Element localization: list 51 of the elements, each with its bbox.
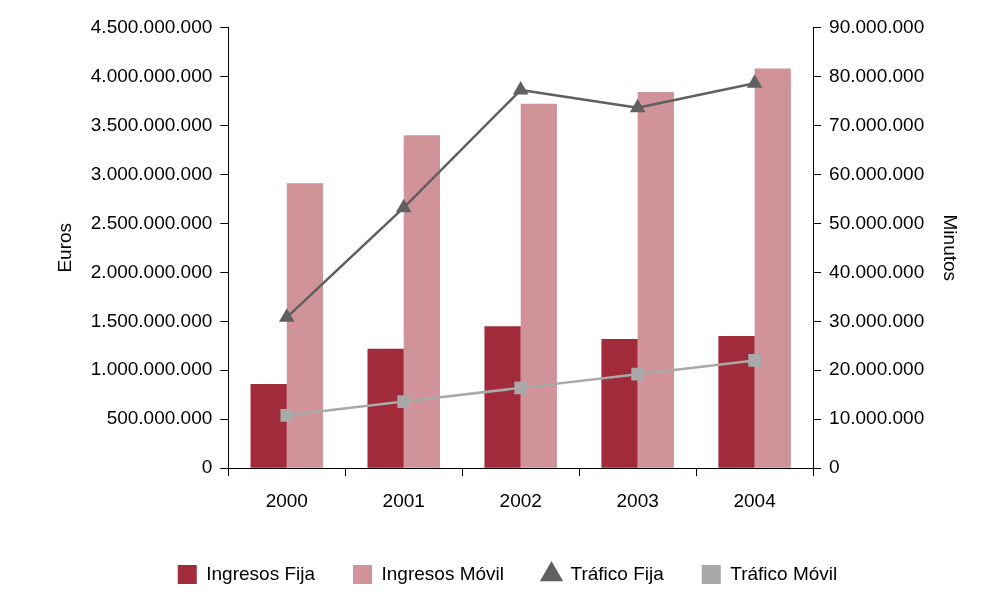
bar bbox=[754, 68, 791, 468]
legend-label: Ingresos Móvil bbox=[381, 562, 505, 584]
bar bbox=[601, 338, 638, 468]
y2-tick-label: 0 bbox=[829, 456, 840, 478]
y2-axis-title: Minutos bbox=[940, 214, 962, 282]
x-tick-label: 2004 bbox=[733, 489, 777, 511]
point bbox=[631, 367, 645, 381]
point bbox=[629, 98, 646, 113]
bar bbox=[637, 92, 674, 468]
point bbox=[746, 74, 763, 88]
bar bbox=[367, 348, 404, 468]
point bbox=[514, 381, 528, 395]
y-tick-label: 500.000.000 bbox=[106, 407, 213, 429]
bar bbox=[520, 103, 557, 468]
point bbox=[512, 81, 529, 95]
point bbox=[280, 408, 294, 422]
bar bbox=[250, 383, 287, 468]
bar bbox=[484, 326, 521, 468]
legend-label: Tráfico Fija bbox=[570, 562, 665, 584]
y2-tick-label: 80.000.000 bbox=[829, 64, 925, 86]
y-axis-title: Euros bbox=[53, 222, 75, 273]
legend-label: Tráfico Móvil bbox=[730, 562, 838, 584]
x-tick-label: 2000 bbox=[265, 489, 308, 511]
bar bbox=[403, 135, 440, 468]
y2-tick-label: 60.000.000 bbox=[829, 162, 925, 184]
y-tick-label: 0 bbox=[201, 456, 213, 478]
y-tick-label: 1.500.000.000 bbox=[90, 309, 213, 331]
point bbox=[397, 395, 411, 408]
y2-tick-label: 70.000.000 bbox=[829, 113, 925, 135]
x-tick-label: 2001 bbox=[382, 489, 425, 511]
y-tick-label: 3.000.000.000 bbox=[90, 162, 213, 184]
x-tick-label: 2003 bbox=[616, 489, 659, 511]
y2-tick-label: 20.000.000 bbox=[829, 358, 925, 380]
point bbox=[748, 354, 761, 367]
y-tick-label: 3.500.000.000 bbox=[90, 113, 213, 135]
legend-label: Ingresos Fija bbox=[206, 562, 316, 584]
y-tick-label: 2.500.000.000 bbox=[90, 211, 213, 233]
y2-tick-label: 30.000.000 bbox=[829, 309, 925, 331]
y-tick-label: 4.500.000.000 bbox=[90, 15, 213, 37]
y-tick-label: 4.000.000.000 bbox=[90, 64, 213, 86]
point bbox=[395, 198, 412, 213]
bar bbox=[286, 183, 324, 468]
y-tick-label: 2.000.000.000 bbox=[90, 260, 213, 282]
y2-tick-label: 40.000.000 bbox=[829, 260, 925, 282]
bar bbox=[718, 335, 755, 468]
y2-tick-label: 50.000.000 bbox=[829, 211, 925, 233]
x-tick-label: 2002 bbox=[499, 489, 542, 511]
point bbox=[278, 308, 295, 322]
y2-tick-label: 10.000.000 bbox=[829, 407, 925, 429]
y2-tick-label: 90.000.000 bbox=[829, 15, 925, 37]
y-tick-label: 1.000.000.000 bbox=[90, 358, 213, 380]
